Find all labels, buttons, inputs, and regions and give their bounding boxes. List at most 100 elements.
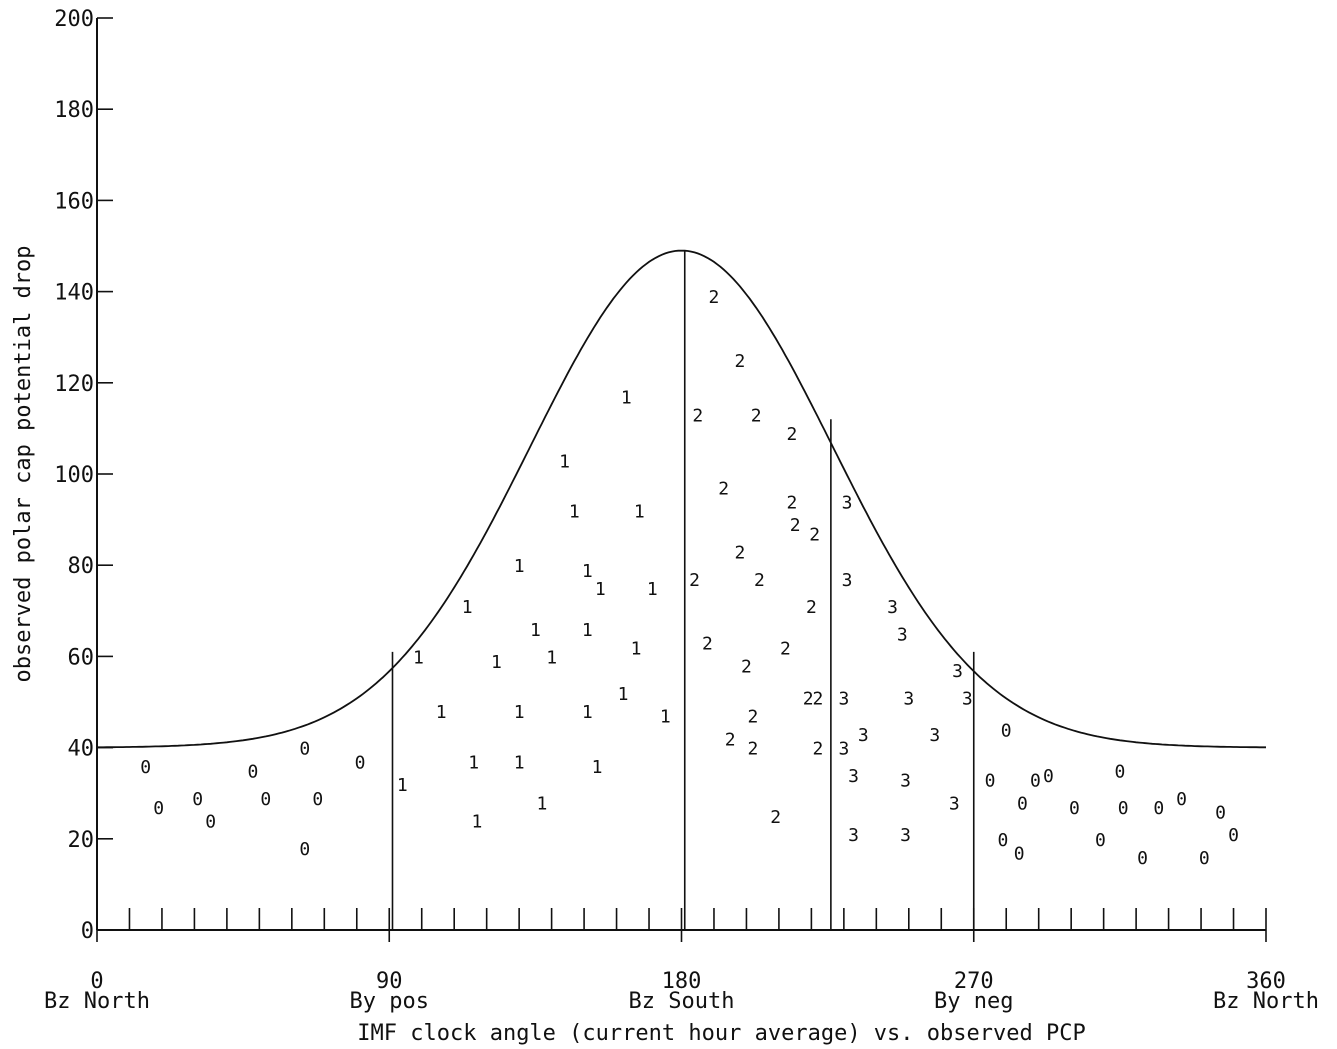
data-point-3: 3 [897, 625, 908, 646]
x-axis-title: IMF clock angle (current hour average) v… [357, 1021, 1085, 1046]
data-point-2: 2 [780, 638, 791, 659]
data-point-0: 0 [205, 812, 216, 833]
data-point-1: 1 [618, 684, 629, 705]
y-tick-label: 60 [68, 645, 95, 670]
y-tick-label: 0 [81, 919, 94, 944]
x-tick-label: 270 [954, 969, 994, 994]
data-point-0: 0 [140, 757, 151, 778]
data-point-2: 2 [748, 707, 759, 728]
data-point-1: 1 [491, 652, 502, 673]
data-point-1: 1 [514, 702, 525, 723]
y-tick-label: 160 [54, 189, 94, 214]
data-point-0: 0 [1043, 766, 1054, 787]
data-point-0: 0 [1001, 720, 1012, 741]
data-point-2: 2 [748, 739, 759, 760]
data-point-2: 2 [692, 406, 703, 427]
data-point-1: 1 [530, 620, 541, 641]
data-point-1: 1 [436, 702, 447, 723]
x-tick-label: 90 [376, 969, 403, 994]
data-point-3: 3 [838, 739, 849, 760]
data-point-1: 1 [462, 597, 473, 618]
y-tick-label: 120 [54, 372, 94, 397]
y-tick-label: 40 [68, 737, 95, 762]
y-tick-label: 100 [54, 463, 94, 488]
data-point-3: 3 [900, 771, 911, 792]
x-tick-sublabel: Bz North [1213, 989, 1319, 1014]
data-point-1: 1 [514, 556, 525, 577]
data-point-3: 3 [848, 766, 859, 787]
data-point-0: 0 [192, 789, 203, 810]
data-point-0: 0 [153, 798, 164, 819]
data-point-2: 2 [709, 287, 720, 308]
data-point-1: 1 [546, 647, 557, 668]
data-point-1: 1 [397, 775, 408, 796]
data-point-1: 1 [514, 752, 525, 773]
data-point-1: 1 [631, 638, 642, 659]
data-point-2: 2 [806, 597, 817, 618]
data-point-1: 1 [634, 501, 645, 522]
y-tick-label: 140 [54, 281, 94, 306]
data-point-0: 0 [1153, 798, 1164, 819]
data-point-1: 1 [536, 793, 547, 814]
x-tick-sublabel: Bz South [629, 989, 735, 1014]
data-point-0: 0 [998, 830, 1009, 851]
data-point-1: 1 [472, 812, 483, 833]
data-point-1: 1 [559, 451, 570, 472]
data-point-2: 2 [790, 515, 801, 536]
data-point-3: 3 [838, 688, 849, 709]
data-point-0: 0 [1199, 848, 1210, 869]
data-point-2: 2 [735, 543, 746, 564]
data-point-3: 3 [929, 725, 940, 746]
y-tick-label: 80 [68, 554, 95, 579]
data-point-2: 2 [689, 570, 700, 591]
data-point-2: 2 [812, 688, 823, 709]
data-point-3: 3 [900, 825, 911, 846]
x-tick-sublabel: Bz North [44, 989, 150, 1014]
data-point-2: 2 [751, 406, 762, 427]
data-point-2: 2 [786, 492, 797, 513]
data-point-0: 0 [1118, 798, 1129, 819]
data-point-0: 0 [1114, 761, 1125, 782]
data-point-3: 3 [858, 725, 869, 746]
data-point-1: 1 [582, 620, 593, 641]
data-point-2: 2 [770, 807, 781, 828]
data-point-0: 0 [1069, 798, 1080, 819]
data-point-2: 2 [702, 634, 713, 655]
data-point-0: 0 [355, 752, 366, 773]
data-point-3: 3 [962, 688, 973, 709]
data-point-0: 0 [312, 789, 323, 810]
data-point-1: 1 [413, 647, 424, 668]
data-point-1: 1 [621, 387, 632, 408]
data-point-0: 0 [1176, 789, 1187, 810]
data-point-2: 2 [809, 524, 820, 545]
x-tick-sublabel: By pos [350, 989, 429, 1014]
y-tick-label: 20 [68, 828, 95, 853]
x-tick-label: 0 [90, 969, 103, 994]
data-point-2: 2 [812, 739, 823, 760]
data-point-1: 1 [660, 707, 671, 728]
data-point-0: 0 [985, 771, 996, 792]
data-point-2: 2 [741, 657, 752, 678]
data-point-2: 2 [786, 424, 797, 445]
data-point-3: 3 [949, 793, 960, 814]
data-point-3: 3 [952, 661, 963, 682]
fit-curve [97, 249, 1266, 749]
data-point-0: 0 [1030, 771, 1041, 792]
data-point-0: 0 [1017, 793, 1028, 814]
x-tick-label: 180 [662, 969, 702, 994]
x-tick-sublabel: By neg [934, 989, 1013, 1014]
data-point-1: 1 [569, 501, 580, 522]
fit-curve-path [97, 249, 1266, 749]
data-point-0: 0 [247, 761, 258, 782]
boundary-lines [391, 250, 975, 930]
data-point-1: 1 [592, 757, 603, 778]
data-point-0: 0 [1095, 830, 1106, 851]
data-point-0: 0 [1215, 802, 1226, 823]
data-point-0: 0 [299, 739, 310, 760]
x-tick-label: 360 [1246, 969, 1286, 994]
data-point-1: 1 [647, 579, 658, 600]
data-point-2: 2 [725, 729, 736, 750]
